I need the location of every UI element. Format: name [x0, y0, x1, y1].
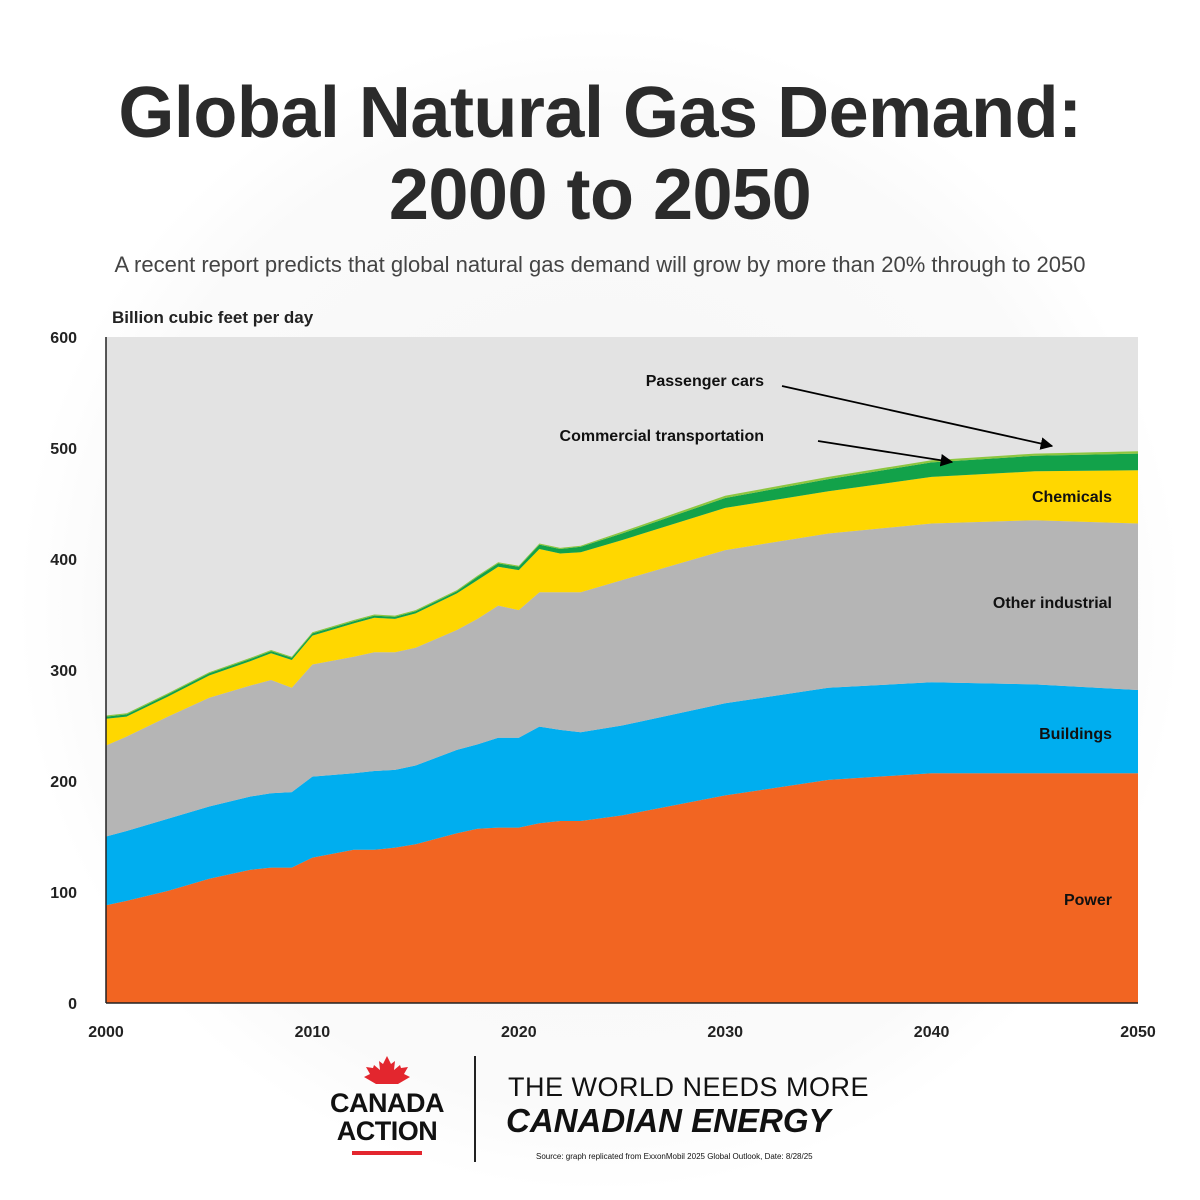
annotation-arrow	[817, 440, 954, 467]
annotation-arrow	[781, 385, 1054, 450]
series-label: Other industrial	[993, 595, 1112, 612]
area-other-industrial	[106, 520, 1138, 837]
x-tick-label: 2010	[295, 1024, 331, 1041]
area-power	[106, 773, 1138, 1003]
footer: CANADA ACTION THE WORLD NEEDS MORE CANAD…	[0, 1050, 1200, 1180]
title-line-2: 2000 to 2050	[388, 155, 812, 235]
tagline-line-1: THE WORLD NEEDS MORE	[508, 1072, 870, 1102]
logo-line-2: ACTION	[336, 1116, 438, 1146]
y-axis-label: Billion cubic feet per day	[112, 308, 314, 327]
x-tick-label: 2030	[707, 1024, 743, 1041]
x-tick-label: 2020	[501, 1024, 537, 1041]
x-tick-label: 2000	[88, 1024, 124, 1041]
x-tick-label: 2050	[1120, 1024, 1156, 1041]
x-tick-label: 2040	[914, 1024, 950, 1041]
area-chemicals	[106, 470, 1138, 746]
area-buildings	[106, 682, 1138, 906]
y-tick-label: 300	[50, 663, 77, 680]
y-tick-label: 500	[50, 441, 77, 458]
source-note: Source: graph replicated from ExxonMobil…	[536, 1152, 813, 1161]
y-tick-label: 0	[68, 996, 77, 1013]
series-label: Buildings	[1039, 726, 1112, 743]
annotation-label: Commercial transportation	[560, 428, 764, 445]
logo-underline	[352, 1151, 422, 1155]
y-tick-label: 200	[50, 774, 77, 791]
y-tick-label: 600	[50, 330, 77, 347]
maple-leaf-icon	[364, 1056, 410, 1084]
logo-line-1: CANADA	[330, 1088, 445, 1118]
page-title: Global Natural Gas Demand: 2000 to 2050	[0, 72, 1200, 236]
annotation-label: Passenger cars	[646, 373, 764, 390]
tagline-line-2: CANADIAN ENERGY	[506, 1102, 831, 1139]
title-line-1: Global Natural Gas Demand:	[118, 73, 1082, 153]
y-tick-label: 400	[50, 552, 77, 569]
footer-divider	[474, 1056, 476, 1162]
subtitle: A recent report predicts that global nat…	[114, 252, 1086, 277]
series-label: Chemicals	[1032, 489, 1112, 506]
canada-action-logo: CANADA ACTION	[322, 1056, 452, 1155]
y-tick-label: 100	[50, 885, 77, 902]
series-label: Power	[1064, 892, 1112, 909]
